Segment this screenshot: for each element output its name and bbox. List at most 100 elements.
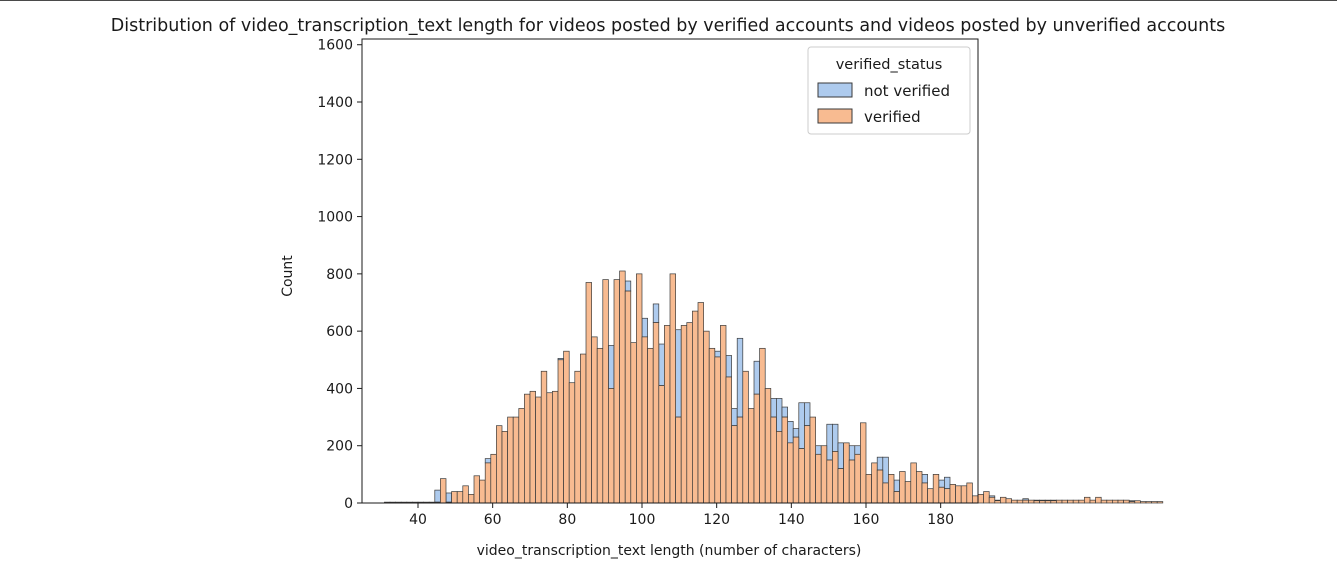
bar-verified bbox=[680, 325, 688, 504]
bar-not-verified bbox=[445, 492, 452, 503]
bar-verified bbox=[1044, 500, 1052, 504]
bar-verified bbox=[708, 347, 716, 504]
bar-not-verified bbox=[776, 398, 783, 432]
bar-not-verified bbox=[725, 355, 732, 378]
bar-verified bbox=[1106, 499, 1113, 504]
bar-verified bbox=[501, 431, 508, 504]
bar-verified bbox=[837, 468, 844, 504]
bar-verified bbox=[518, 408, 525, 504]
bar-verified bbox=[507, 416, 514, 504]
bar-not-verified bbox=[753, 360, 760, 395]
bar-verified bbox=[893, 491, 900, 504]
bar-verified bbox=[960, 485, 968, 504]
bar-verified bbox=[899, 471, 906, 504]
bar-verified bbox=[809, 416, 816, 504]
bar-verified bbox=[916, 471, 923, 504]
y-tick-label: 1200 bbox=[317, 152, 353, 168]
bar-verified bbox=[753, 393, 760, 504]
bar-verified bbox=[720, 325, 727, 504]
bar-verified bbox=[1134, 500, 1141, 504]
bar-verified bbox=[473, 475, 480, 504]
bar-verified bbox=[1028, 499, 1035, 504]
bar-verified bbox=[440, 478, 447, 504]
bar-verified bbox=[843, 442, 850, 504]
bar-verified bbox=[787, 442, 794, 504]
bar-verified bbox=[1100, 499, 1108, 504]
bar-not-verified bbox=[921, 474, 928, 484]
bar-verified bbox=[490, 453, 497, 504]
bar-verified bbox=[888, 474, 895, 504]
bar-verified bbox=[1022, 499, 1029, 504]
bar-verified bbox=[770, 416, 777, 504]
legend-label-verified: verified bbox=[864, 108, 921, 126]
bar-verified bbox=[804, 425, 811, 504]
bar-verified bbox=[1140, 501, 1147, 504]
bar-not-verified bbox=[770, 398, 777, 418]
bar-not-verified bbox=[815, 445, 822, 455]
bar-verified bbox=[675, 416, 682, 504]
bar-verified bbox=[608, 388, 615, 504]
bar-verified bbox=[854, 453, 861, 504]
bar-verified bbox=[546, 392, 553, 504]
bar-verified bbox=[927, 488, 934, 504]
bar-verified bbox=[1145, 501, 1152, 504]
bar-verified bbox=[613, 279, 620, 504]
bar-verified bbox=[636, 273, 643, 504]
bar-verified bbox=[977, 494, 984, 504]
bar-verified bbox=[1061, 499, 1068, 504]
bar-not-verified bbox=[658, 343, 665, 386]
bar-verified bbox=[1151, 501, 1158, 504]
bar-verified bbox=[826, 459, 833, 504]
bar-not-verified bbox=[624, 280, 632, 292]
bar-not-verified bbox=[882, 456, 889, 484]
bar-verified bbox=[1078, 499, 1085, 504]
bar-not-verified bbox=[652, 303, 660, 323]
bar-not-verified bbox=[736, 337, 744, 418]
bar-verified bbox=[641, 336, 648, 504]
bar-not-verified bbox=[893, 479, 900, 492]
bar-verified bbox=[938, 486, 945, 504]
bar-verified bbox=[748, 408, 755, 504]
bar-verified bbox=[1067, 499, 1074, 504]
bar-verified bbox=[955, 485, 962, 504]
bar-verified bbox=[736, 416, 744, 504]
bar-not-verified bbox=[787, 421, 794, 444]
bar-verified bbox=[865, 474, 872, 504]
y-tick-label: 400 bbox=[326, 381, 353, 397]
bar-verified bbox=[1123, 499, 1130, 504]
bar-verified bbox=[1039, 500, 1046, 504]
bar-verified bbox=[798, 448, 805, 504]
bar-verified bbox=[1011, 499, 1018, 504]
bar-verified bbox=[563, 350, 570, 504]
y-axis-ticks: 0 200 400 600 800 1000 1200 1400 1600 bbox=[317, 38, 362, 512]
bar-verified bbox=[1156, 501, 1164, 504]
bar-verified bbox=[512, 416, 520, 504]
bar-verified bbox=[1117, 499, 1124, 504]
bar-verified bbox=[1072, 499, 1080, 504]
bar-not-verified bbox=[608, 345, 615, 389]
y-tick-label: 1000 bbox=[317, 210, 353, 226]
x-tick-label: 60 bbox=[484, 512, 502, 528]
bar-verified bbox=[983, 491, 990, 504]
bar-verified bbox=[1084, 496, 1091, 504]
y-axis-label: Count bbox=[280, 255, 296, 297]
bar-not-verified bbox=[641, 317, 648, 338]
legend-swatch-not-verified bbox=[817, 82, 853, 98]
bar-verified bbox=[664, 325, 671, 504]
bar-verified bbox=[540, 370, 548, 504]
bar-verified bbox=[1016, 499, 1024, 504]
bar-verified bbox=[602, 279, 609, 504]
bar-verified bbox=[524, 393, 531, 504]
y-tick-label: 200 bbox=[326, 439, 353, 455]
bar-not-verified bbox=[792, 428, 800, 438]
bar-verified bbox=[669, 273, 676, 504]
bar-not-verified bbox=[944, 476, 951, 490]
bar-verified bbox=[1095, 496, 1102, 504]
bar-verified bbox=[1050, 500, 1057, 504]
bar-verified bbox=[619, 270, 626, 504]
bar-verified bbox=[815, 453, 822, 504]
y-tick-label: 800 bbox=[326, 267, 353, 283]
bar-verified bbox=[820, 445, 828, 504]
bar-verified bbox=[658, 385, 665, 504]
